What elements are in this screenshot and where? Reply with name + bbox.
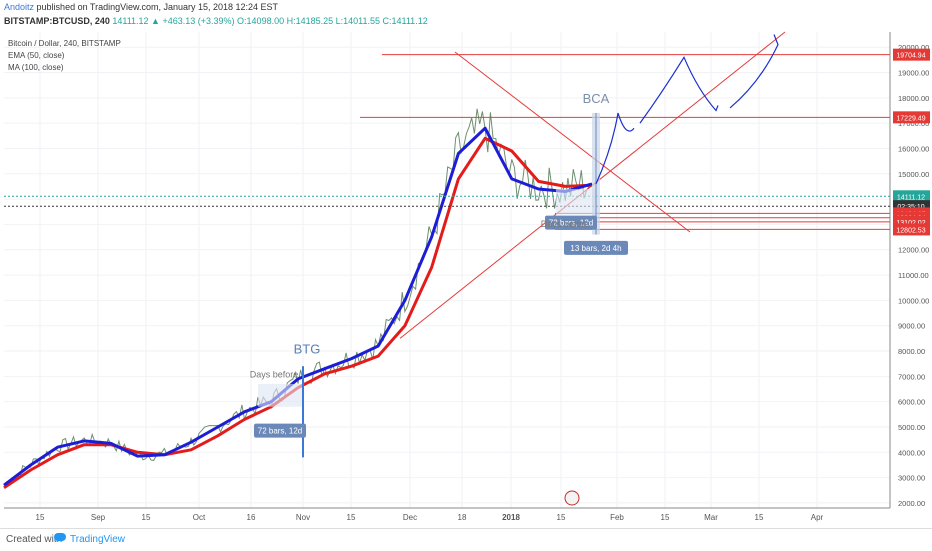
y-tick-label: 6000.00 <box>898 398 925 407</box>
x-tick-label: 2018 <box>502 513 520 522</box>
chart-canvas[interactable]: 2000.00 3000.00 4000.00 5000.00 6000.00 7000.… <box>0 30 932 528</box>
bars-72-text: 72 bars, 12d <box>258 427 302 436</box>
days-before-label: Days before <box>250 370 299 380</box>
x-tick-label: 16 <box>247 513 256 522</box>
price-axis-label: 19704.94 <box>896 53 925 60</box>
publish-info: published on TradingView.com, January 15… <box>36 2 279 12</box>
y-tick-label: 20000.00 <box>898 43 929 52</box>
price-axis-label: 12802.53 <box>896 227 925 234</box>
x-tick-label: 15 <box>755 513 764 522</box>
author-link[interactable]: Andoitz <box>4 2 35 12</box>
legend-ma: MA (100, close) <box>8 63 64 72</box>
price-label-bg <box>893 223 930 236</box>
x-tick-label: 15 <box>661 513 670 522</box>
y-tick-label: 2000.00 <box>898 499 925 508</box>
legend-title: Bitcoin / Dollar, 240, BITSTAMP <box>8 39 121 48</box>
bars-72-badge-2 <box>545 215 597 230</box>
price-axis-label: 13102.02 <box>896 220 925 227</box>
plot-area[interactable] <box>4 32 890 508</box>
legend-ema: EMA (50, close) <box>8 51 65 60</box>
bars-72-text-2: 72 bars, 12d <box>549 219 593 228</box>
price-axis-label: 17229.49 <box>896 115 925 122</box>
bars-72-badge <box>254 423 306 438</box>
chart-footer: Created with TradingView <box>0 528 932 551</box>
bca-label: BCA <box>583 91 610 106</box>
y-tick-label: 9000.00 <box>898 322 925 331</box>
projection-stroke-3 <box>729 34 779 109</box>
y-tick-label: 3000.00 <box>898 474 925 483</box>
x-tick-label: Dec <box>403 513 417 522</box>
y-tick-label: 18000.00 <box>898 94 929 103</box>
x-tick-label: 18 <box>458 513 467 522</box>
bca-range-box <box>556 188 596 215</box>
btg-range-box <box>258 383 302 407</box>
x-tick-label: Feb <box>610 513 624 522</box>
days-before-label-2: Days before <box>541 219 590 229</box>
y-tick-label: 16000.00 <box>898 144 929 153</box>
price-label-bg <box>893 111 930 124</box>
btg-label: BTG <box>294 342 321 357</box>
event-badge-icon[interactable] <box>564 490 580 506</box>
price-change: 14111.12 ▲ +463.13 (+3.39%) <box>112 16 235 26</box>
x-tick-label: Mar <box>704 513 718 522</box>
y-tick-label: 7000.00 <box>898 372 925 381</box>
chart-header: Andoitz published on TradingView.com, Ja… <box>0 0 932 30</box>
trendline-down <box>454 51 691 233</box>
price-axis-label: 14111.12 <box>897 194 925 201</box>
price-label-bg <box>893 48 930 61</box>
x-tick-label: Nov <box>296 513 310 522</box>
y-tick-label: 17000.00 <box>898 119 929 128</box>
x-tick-label: Sep <box>91 513 106 522</box>
tradingview-link[interactable]: TradingView <box>70 534 126 545</box>
x-tick-label: 15 <box>347 513 356 522</box>
x-tick-label: 15 <box>142 513 151 522</box>
y-tick-label: 15000.00 <box>898 170 929 179</box>
projection-stroke-1 <box>595 112 635 185</box>
created-with-text: Created with <box>6 534 63 545</box>
symbol-label: BITSTAMP:BTCUSD, 240 <box>4 16 110 26</box>
y-tick-label: 19000.00 <box>898 69 929 78</box>
projection-stroke-2 <box>639 56 719 124</box>
bars-13-text: 13 bars, 2d 4h <box>570 244 621 253</box>
ohlc-values: O:14098.00 H:14185.25 L:14011.55 C:14111… <box>237 16 428 26</box>
y-tick-label: 4000.00 <box>898 448 925 457</box>
publish-line: Andoitz published on TradingView.com, Ja… <box>4 2 278 12</box>
y-tick-label: 10000.00 <box>898 296 929 305</box>
x-tick-label: Apr <box>811 513 824 522</box>
x-tick-label: Oct <box>193 513 206 522</box>
price-label-bg <box>893 190 930 203</box>
y-tick-label: 5000.00 <box>898 423 925 432</box>
x-tick-label: 15 <box>557 513 566 522</box>
quote-line: BITSTAMP:BTCUSD, 240 14111.12 ▲ +463.13 … <box>4 16 428 26</box>
x-tick-label: 15 <box>36 513 45 522</box>
bars-13-badge <box>564 240 628 255</box>
y-tick-label: 8000.00 <box>898 347 925 356</box>
tradingview-logo-icon <box>54 533 66 541</box>
series-line-ema <box>3 126 593 487</box>
y-tick-label: 12000.00 <box>898 246 929 255</box>
y-tick-label: 11000.00 <box>898 271 929 280</box>
